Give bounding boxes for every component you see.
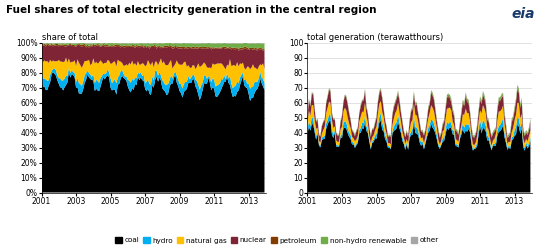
Legend: coal, hydro, natural gas, nuclear, petroleum, non-hydro renewable, other: coal, hydro, natural gas, nuclear, petro…	[112, 234, 442, 246]
Text: Fuel shares of total electricity generation in the central region: Fuel shares of total electricity generat…	[6, 5, 376, 15]
Text: eia: eia	[511, 8, 535, 22]
Text: total generation (terawatthours): total generation (terawatthours)	[307, 33, 444, 42]
Text: share of total: share of total	[42, 33, 98, 42]
